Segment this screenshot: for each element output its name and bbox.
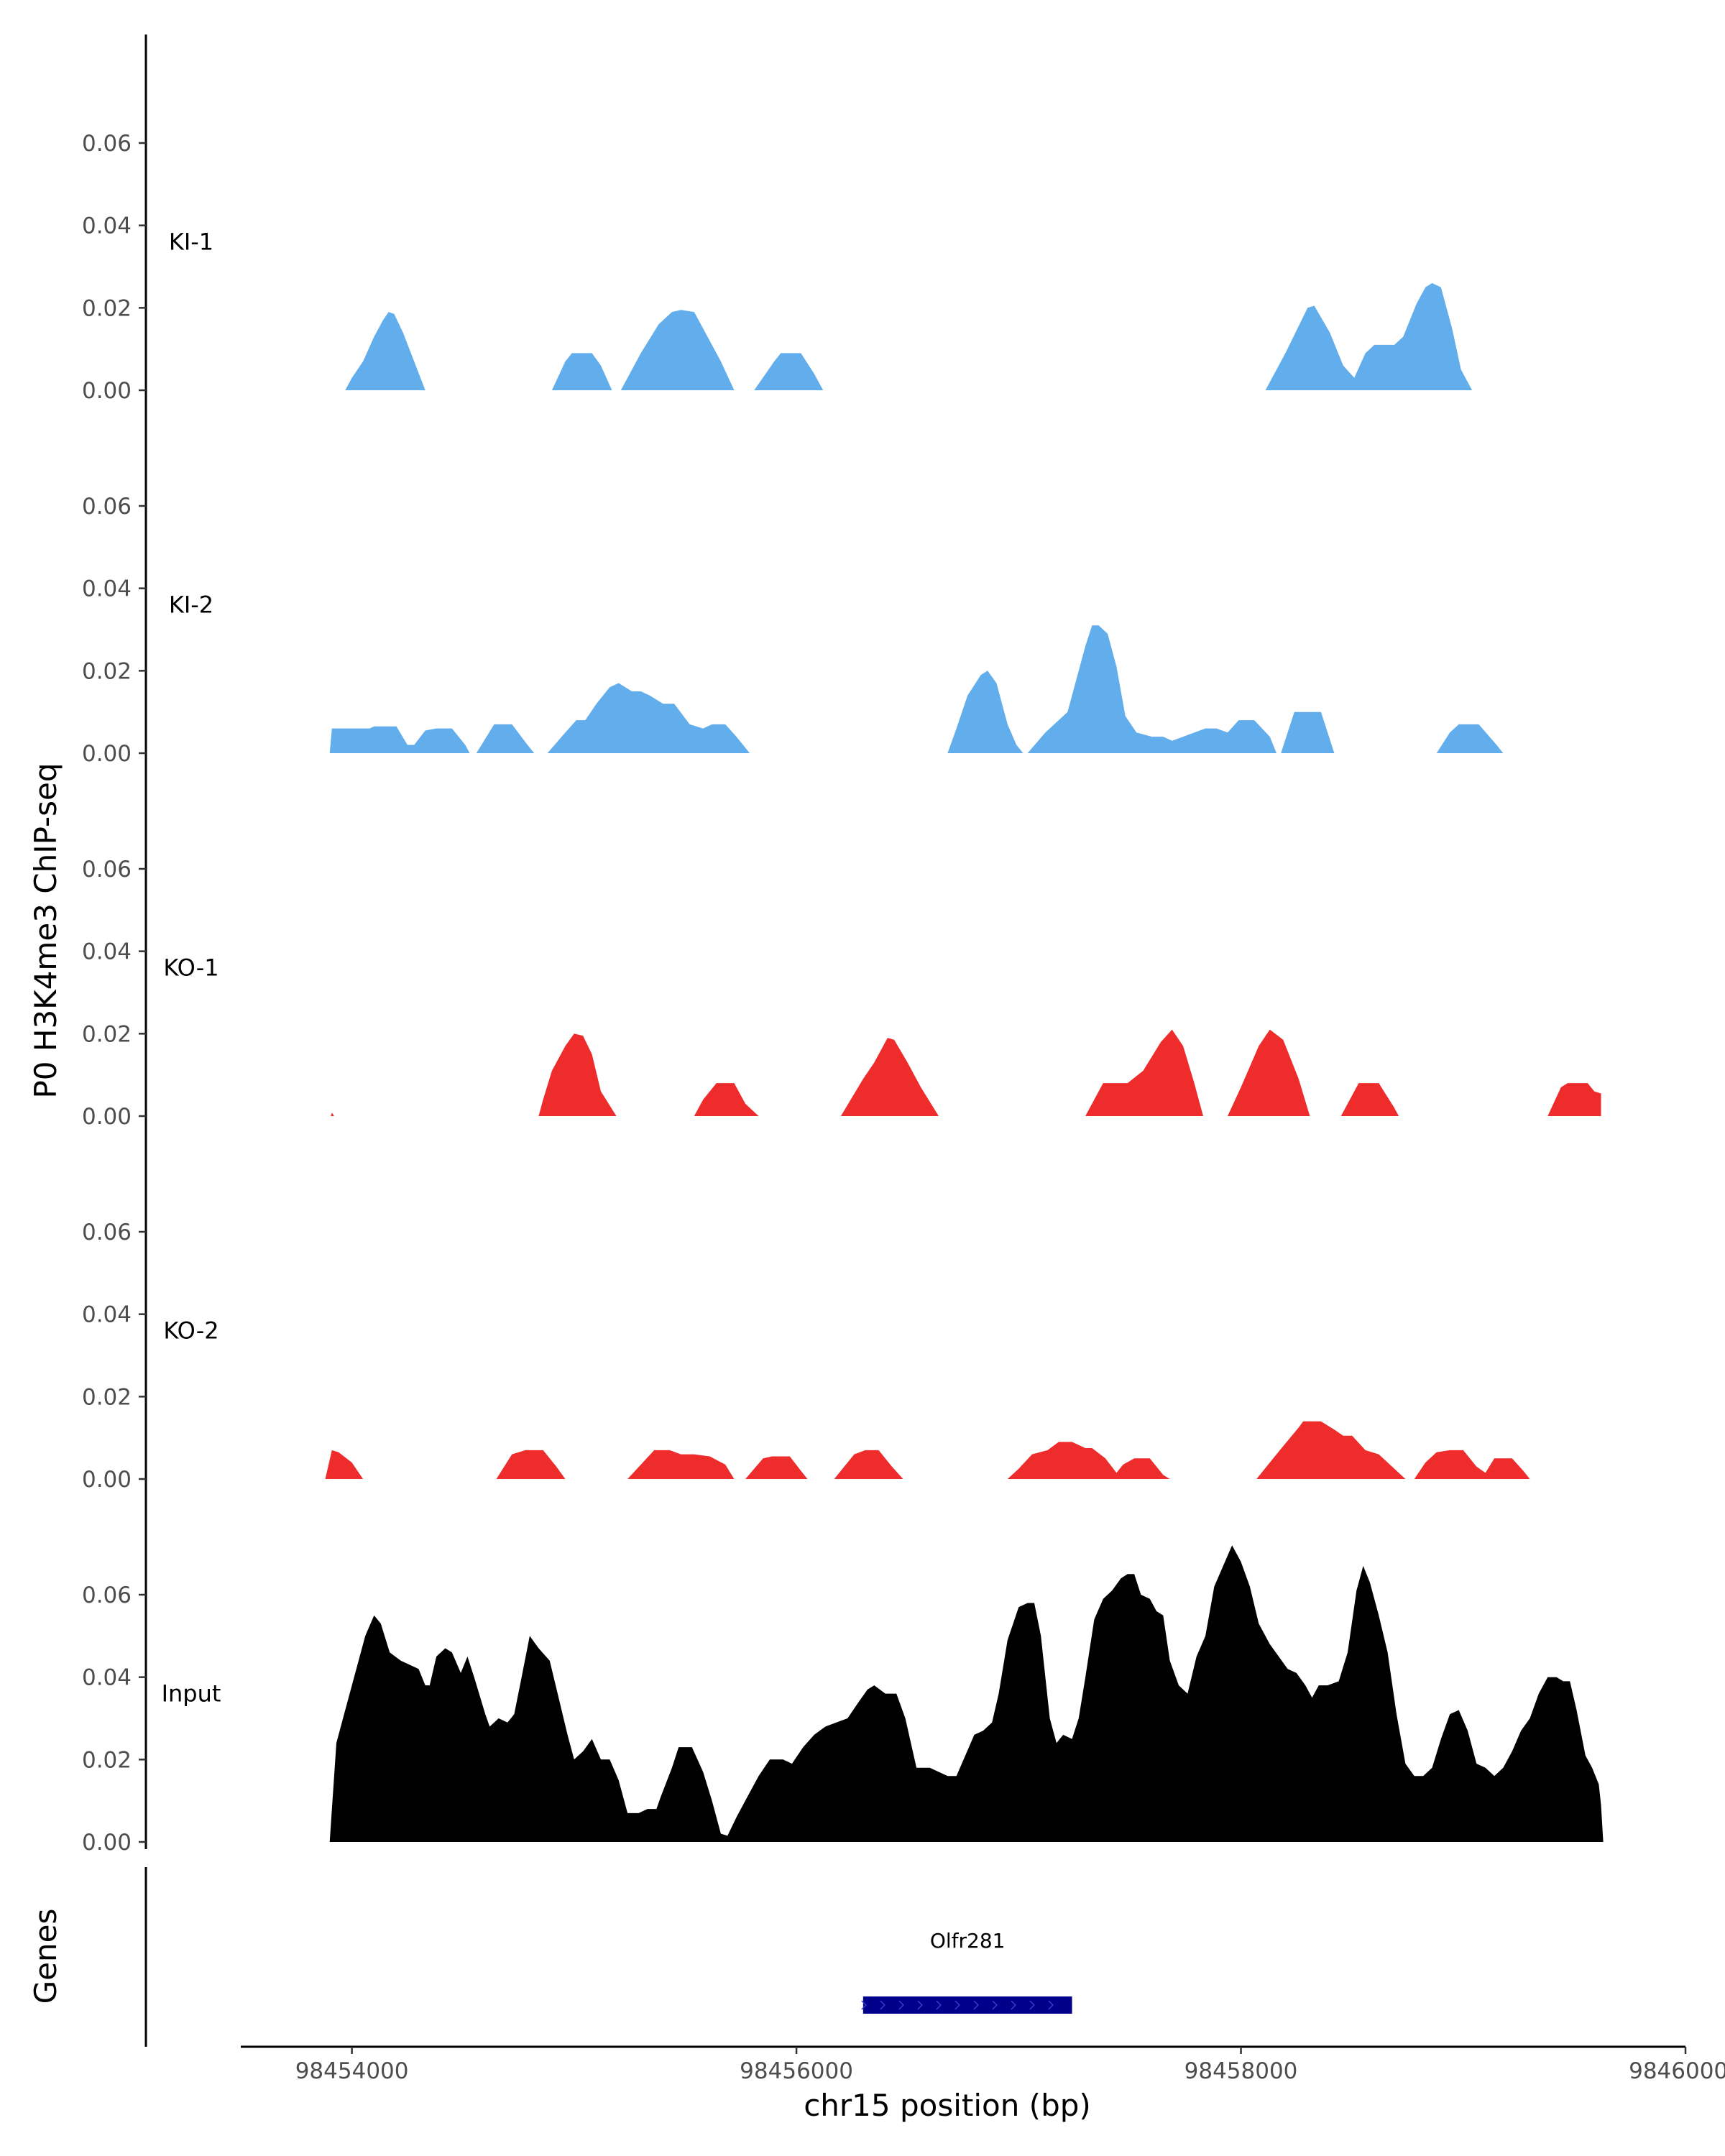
- signal-area-ki-2: [329, 625, 1504, 753]
- y-tick-label: 0.04: [82, 576, 132, 602]
- x-tick-label: 98456000: [740, 2058, 853, 2084]
- y-tick-label: 0.04: [82, 939, 132, 965]
- x-tick-label: 98454000: [295, 2058, 409, 2084]
- strand-arrow: [1029, 2000, 1035, 2010]
- y-tick-label: 0.06: [82, 1220, 132, 1245]
- strand-arrow: [954, 2000, 960, 2010]
- y-tick-label: 0.04: [82, 1302, 132, 1328]
- track-ko-2: 0.00 0.02 0.04 0.06 KO-2: [82, 1123, 1530, 1493]
- track-ki-2: 0.00 0.02 0.04 0.06 KI-2: [82, 397, 1504, 767]
- signal-area-ki-1: [345, 282, 1473, 390]
- y-tick-label: 0.02: [82, 658, 132, 684]
- signal-area-ko-2: [325, 1421, 1530, 1479]
- y-tick-label: 0.02: [82, 1747, 132, 1773]
- y-tick-label: 0.00: [82, 1467, 132, 1493]
- y-tick-label: 0.02: [82, 295, 132, 321]
- strand-arrow: [880, 2000, 886, 2010]
- y-tick-label: 0.00: [82, 1104, 132, 1130]
- x-tick-label: 98458000: [1184, 2058, 1298, 2084]
- track-label: KO-2: [163, 1317, 218, 1345]
- genes-panel: Olfr281: [144, 1867, 1072, 2047]
- y-tick-label: 0.00: [82, 741, 132, 767]
- strand-arrow: [1011, 2000, 1016, 2010]
- y-tick-label: 0.06: [82, 494, 132, 520]
- strand-arrow: [973, 2000, 979, 2010]
- track-label: KO-1: [163, 954, 218, 982]
- y-tick-label: 0.06: [82, 1583, 132, 1608]
- strand-arrow: [861, 2000, 867, 2010]
- y-tick-label: 0.06: [82, 131, 132, 157]
- x-axis: 98454000 98456000 98458000 98460000: [241, 2045, 1725, 2084]
- track-ki-1: 0.00 0.02 0.04 0.06 KI-1: [82, 34, 1473, 404]
- track-label: Input: [162, 1680, 221, 1708]
- y-tick-label: 0.02: [82, 1021, 132, 1047]
- y-tick-label: 0.00: [82, 1830, 132, 1856]
- strand-arrow: [992, 2000, 998, 2010]
- y-tick-label: 0.06: [82, 857, 132, 883]
- signal-area-input: [329, 1545, 1604, 1842]
- gene-label: Olfr281: [930, 1929, 1006, 1953]
- genes-track-title: Genes: [28, 1909, 63, 2004]
- track-label: KI-2: [169, 591, 213, 619]
- tracks-group: 0.00 0.02 0.04 0.06 KI-1 0.00 0.02 0.04 0.06 KI-2…: [82, 34, 1604, 1856]
- y-tick-label: 0.04: [82, 1665, 132, 1691]
- track-ko-1: 0.00 0.02 0.04 0.06 KO-1: [82, 760, 1601, 1130]
- y-tick-label: 0.00: [82, 378, 132, 404]
- strand-arrow: [1048, 2000, 1054, 2010]
- gene-body: [862, 1996, 1072, 2014]
- x-axis-title: chr15 position (bp): [804, 2088, 1091, 2123]
- y-axis-title: P0 H3K4me3 ChIP-seq: [28, 763, 63, 1098]
- strand-arrow: [898, 2000, 904, 2010]
- x-tick-label: 98460000: [1629, 2058, 1725, 2084]
- track-label: KI-1: [169, 229, 213, 256]
- y-tick-label: 0.04: [82, 213, 132, 239]
- strand-arrow: [917, 2000, 923, 2010]
- y-tick-label: 0.02: [82, 1384, 132, 1410]
- track-input: 0.00 0.02 0.04 0.06 Input: [82, 1486, 1604, 1856]
- signal-area-ko-1: [331, 1029, 1601, 1116]
- strand-arrow: [936, 2000, 942, 2010]
